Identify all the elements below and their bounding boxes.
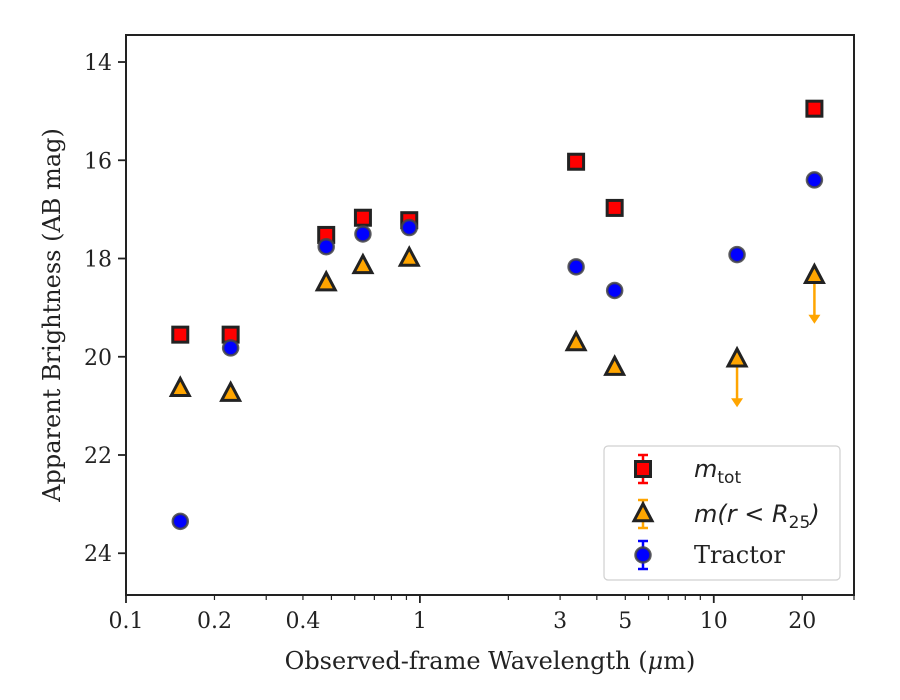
legend-label-m-r25: m(r < R25) [694, 500, 820, 533]
mtot-point [171, 325, 190, 344]
upper-limit-arrowhead [731, 398, 744, 408]
x-tick-label: 0.2 [197, 609, 232, 634]
m-r25-point [351, 252, 375, 275]
axis-ticks: 0.1 0.2 0.4 1 3 5 10 20 14 16 18 20 22 24 [84, 51, 855, 634]
tractor-point [221, 339, 240, 357]
legend-box [603, 445, 841, 581]
tractor-point [171, 512, 190, 531]
tractor-point [567, 258, 585, 276]
x-tick-label: 0.1 [109, 609, 144, 634]
mtot-point [605, 198, 624, 217]
mtot-point [353, 208, 372, 227]
x-tick-label: 20 [788, 609, 816, 634]
x-tick-label: 5 [618, 609, 632, 634]
legend-markers [631, 453, 655, 571]
m-r25-point [397, 245, 421, 267]
legend-label-mtot: mtot [694, 455, 741, 488]
x-tick-label: 1 [413, 609, 427, 634]
y-tick-label: 20 [84, 346, 112, 371]
tractor-point [728, 245, 746, 264]
legend-marker [634, 546, 652, 564]
data-marks [168, 99, 826, 531]
m-r25-point [168, 375, 192, 397]
y-tick-label: 16 [84, 149, 112, 174]
m-r25-point [314, 269, 338, 292]
legend: mtot m(r < R25) Tractor [603, 445, 841, 581]
tractor-point [805, 171, 824, 189]
x-tick-label: 0.4 [285, 609, 320, 634]
mtot-point [805, 99, 824, 118]
y-tick-label: 18 [84, 248, 112, 273]
legend-marker [631, 500, 655, 523]
tractor-point [605, 281, 624, 300]
y-tick-label: 24 [84, 542, 112, 567]
m-r25-point [603, 354, 627, 376]
y-axis-title: Apparent Brightness (AB mag) [38, 128, 66, 503]
tractor-point [400, 218, 418, 237]
mtot-point [567, 152, 586, 171]
tractor-point [354, 225, 372, 243]
m-r25-point [725, 345, 749, 368]
y-tick-label: 14 [84, 51, 112, 76]
upper-limit-arrowhead [808, 314, 821, 324]
y-tick-label: 22 [84, 444, 112, 469]
m-r25-point [564, 329, 588, 352]
m-r25-point [802, 262, 826, 285]
tractor-point [317, 237, 335, 256]
x-tick-label: 3 [553, 609, 567, 634]
legend-marker [634, 460, 652, 478]
m-r25-point [219, 380, 243, 402]
legend-label-tractor: Tractor [694, 541, 785, 569]
x-tick-label: 10 [700, 609, 728, 634]
x-axis-title: Observed-frame Wavelength (μm) [285, 647, 696, 675]
